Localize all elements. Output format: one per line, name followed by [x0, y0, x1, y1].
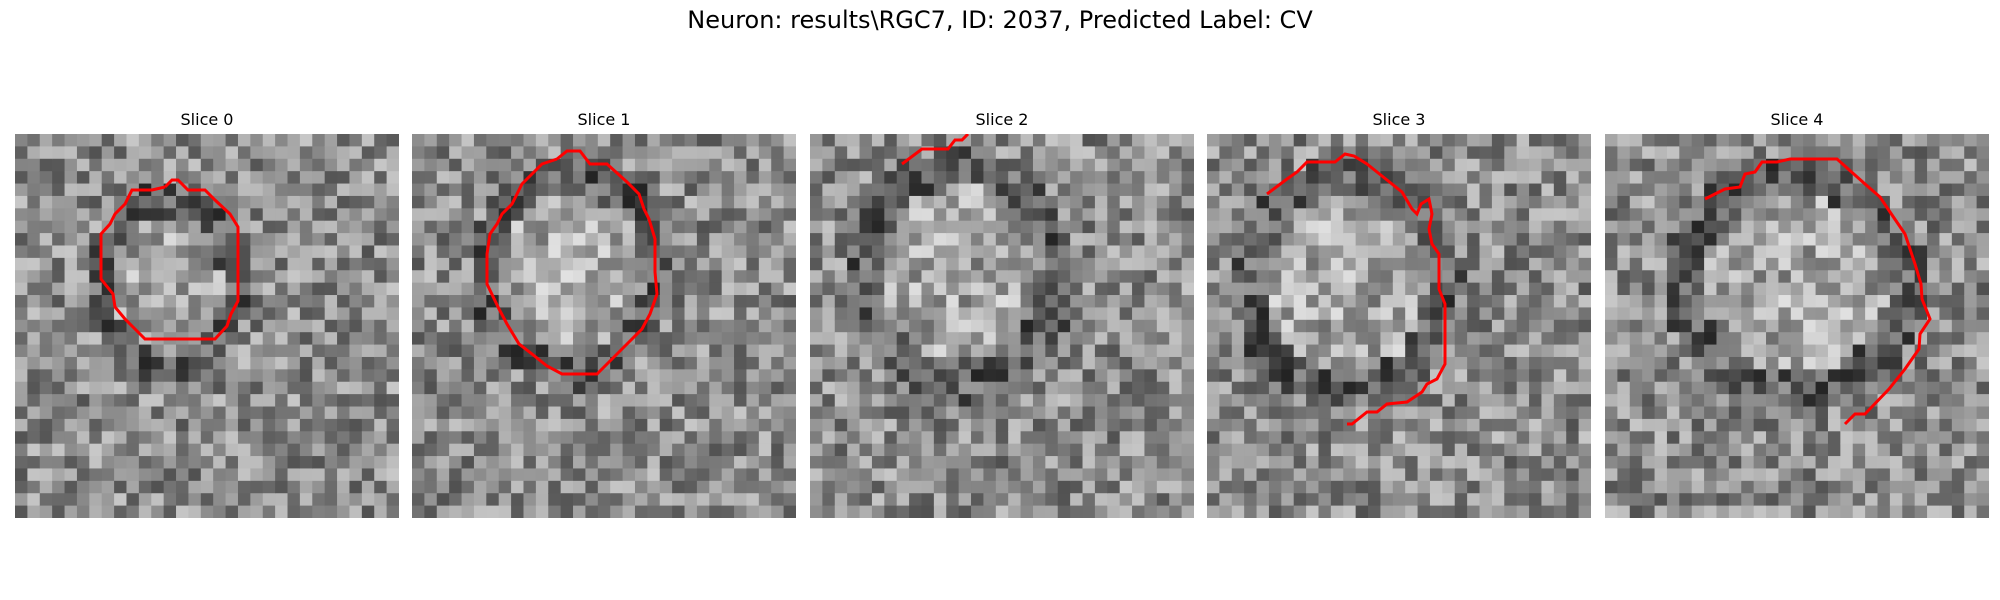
slice-image	[15, 134, 399, 518]
slice-panel-3: Slice 3	[1207, 108, 1591, 518]
segmentation-contour	[99, 178, 240, 341]
slice-panel-2: Slice 2	[810, 108, 1194, 518]
segmentation-contour	[1266, 152, 1447, 426]
slice-image	[1207, 134, 1591, 518]
slice-title: Slice 0	[180, 110, 234, 129]
slice-image	[1605, 134, 1989, 518]
segmentation-contour	[485, 149, 659, 376]
slice-title: Slice 3	[1372, 110, 1426, 129]
slice-panel-1: Slice 1	[412, 108, 796, 518]
slice-panel-0: Slice 0	[15, 108, 399, 518]
slice-title: Slice 1	[577, 110, 631, 129]
slice-title: Slice 2	[975, 110, 1029, 129]
segmentation-contour	[901, 134, 970, 166]
slice-image	[810, 134, 1194, 518]
segmentation-contour	[1704, 157, 1932, 426]
slice-title: Slice 4	[1770, 110, 1824, 129]
figure-title: Neuron: results\RGC7, ID: 2037, Predicte…	[687, 6, 1313, 34]
slice-panel-4: Slice 4	[1605, 108, 1989, 518]
slice-image	[412, 134, 796, 518]
